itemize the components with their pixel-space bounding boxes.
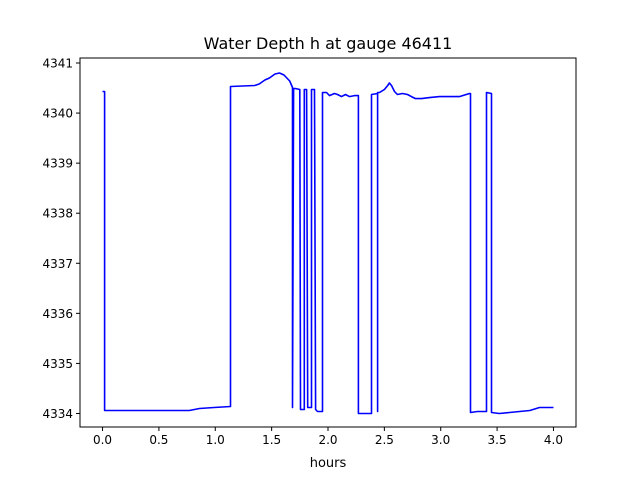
y-tick-label: 4334 xyxy=(42,407,73,421)
y-tick-label: 4337 xyxy=(42,257,73,271)
x-tick-label: 0.5 xyxy=(149,433,168,447)
x-tick-label: 2.5 xyxy=(375,433,394,447)
x-tick-label: 3.0 xyxy=(431,433,450,447)
series-line-h xyxy=(102,72,554,415)
y-tick-label: 4340 xyxy=(42,107,73,121)
x-tick-label: 1.0 xyxy=(206,433,225,447)
y-axis: 4334 4335 4336 4337 4338 4339 4340 4341 xyxy=(42,57,80,421)
x-tick-label: 3.5 xyxy=(488,433,507,447)
x-tick-label: 2.0 xyxy=(318,433,337,447)
x-axis-label: hours xyxy=(310,456,347,471)
x-tick-label: 4.0 xyxy=(544,433,563,447)
y-tick-label: 4335 xyxy=(42,357,73,371)
x-axis: 0.0 0.5 1.0 1.5 2.0 2.5 3.0 3.5 4.0 xyxy=(93,427,563,447)
x-tick-label: 1.5 xyxy=(262,433,281,447)
y-tick-label: 4341 xyxy=(42,57,73,71)
x-tick-label: 0.0 xyxy=(93,433,112,447)
chart-title: Water Depth h at gauge 46411 xyxy=(204,34,453,53)
plot-area xyxy=(102,72,554,415)
y-tick-label: 4339 xyxy=(42,157,73,171)
y-tick-label: 4338 xyxy=(42,207,73,221)
y-tick-label: 4336 xyxy=(42,307,73,321)
